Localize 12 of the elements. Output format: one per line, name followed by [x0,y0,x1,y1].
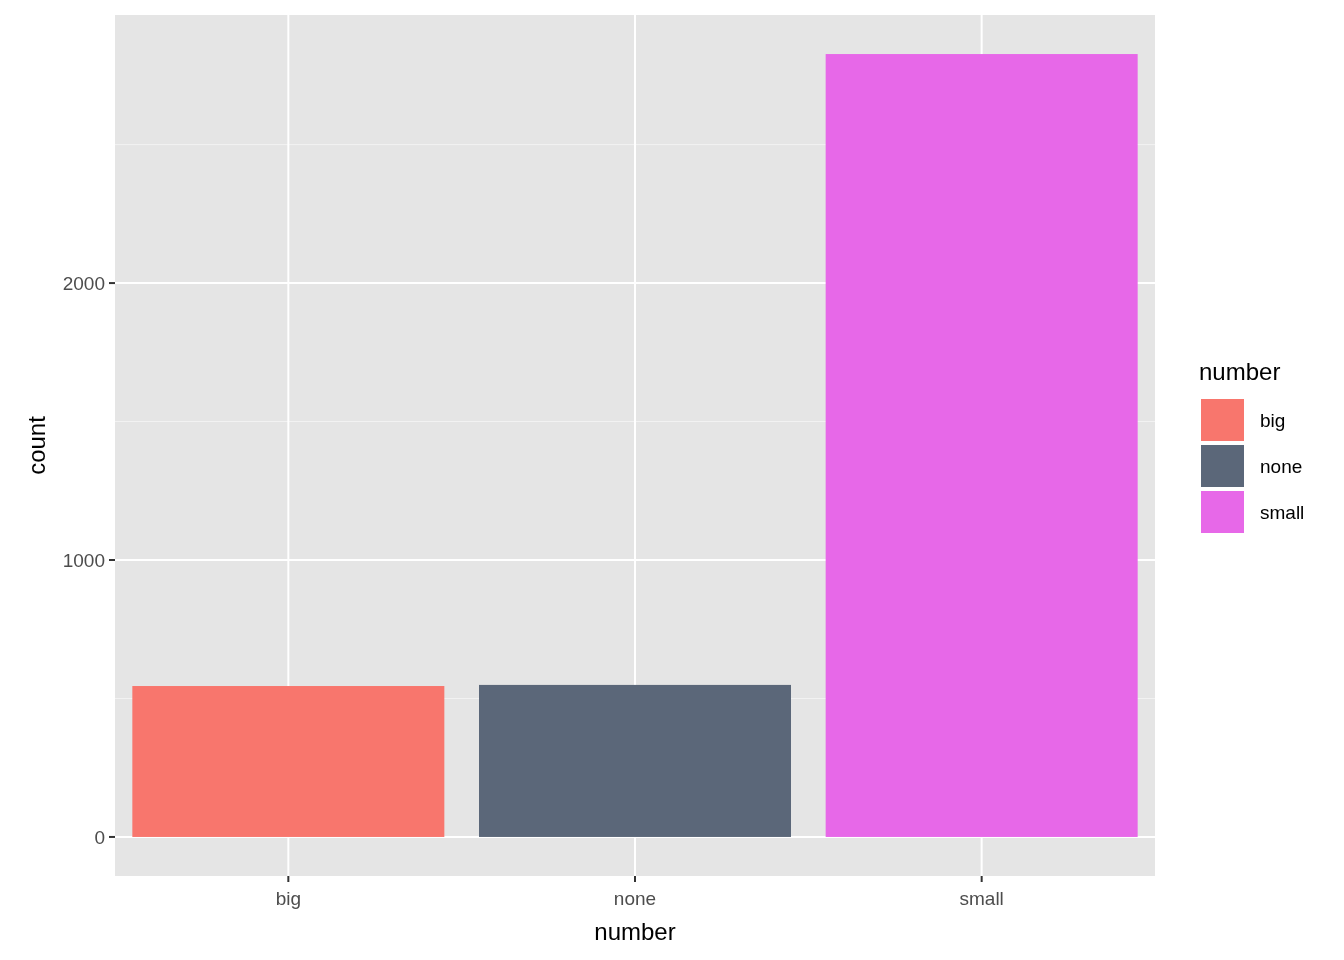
y-tick-label: 1000 [62,549,105,571]
x-tick-label: small [959,888,1004,909]
legend-label: small [1260,501,1305,523]
legend-title: number [1199,358,1281,385]
x-axis-title: number [594,918,676,945]
x-tick-label: none [613,888,657,909]
y-tick-label: 0 [94,826,105,848]
x-tick-label: big [275,888,302,909]
y-tick-label: 2000 [62,272,105,294]
legend-label: none [1260,455,1303,477]
legend-label: big [1260,409,1286,431]
y-axis-title: count [23,415,50,475]
